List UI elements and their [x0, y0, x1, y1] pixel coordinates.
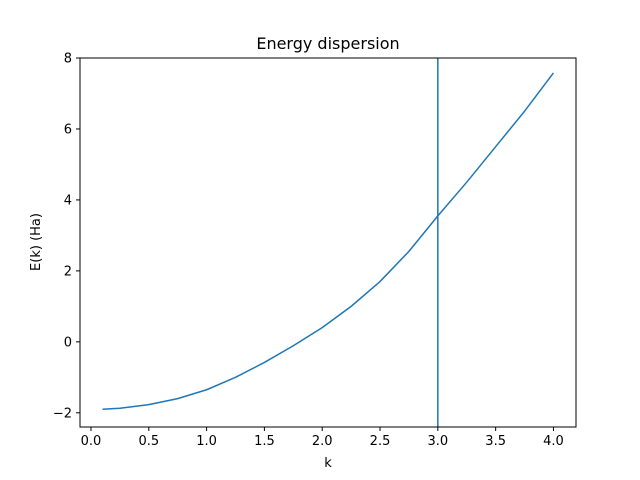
y-tick-label: 6	[64, 122, 72, 137]
x-tick-label: 0.5	[138, 434, 159, 449]
x-tick-label: 3.0	[427, 434, 448, 449]
x-tick-label: 2.0	[312, 434, 333, 449]
series-layer	[102, 58, 555, 427]
x-tick-label: 2.5	[370, 434, 391, 449]
y-tick-label: 8	[64, 52, 72, 67]
x-tick-label: 3.5	[485, 434, 506, 449]
y-axis-label: E(k) (Ha)	[29, 213, 44, 271]
y-tick-label: 4	[64, 193, 72, 208]
chart-title: Energy dispersion	[256, 34, 399, 53]
x-axis: 0.0 0.5 1.0 1.5 2.0 2.5 3.0 3.5 4.0	[81, 427, 564, 449]
y-tick-label: 0	[64, 335, 72, 350]
x-tick-label: 0.0	[81, 434, 102, 449]
x-tick-label: 1.0	[196, 434, 217, 449]
y-tick-label: −2	[53, 406, 72, 421]
x-axis-label: k	[324, 456, 332, 471]
x-tick-label: 4.0	[543, 434, 564, 449]
y-tick-label: 2	[64, 264, 72, 279]
series-line-0	[102, 72, 555, 411]
plot-area	[80, 58, 576, 427]
x-tick-label: 1.5	[254, 434, 275, 449]
y-axis: −2 0 2 4 6 8	[53, 52, 80, 421]
plot-frame	[79, 57, 577, 428]
